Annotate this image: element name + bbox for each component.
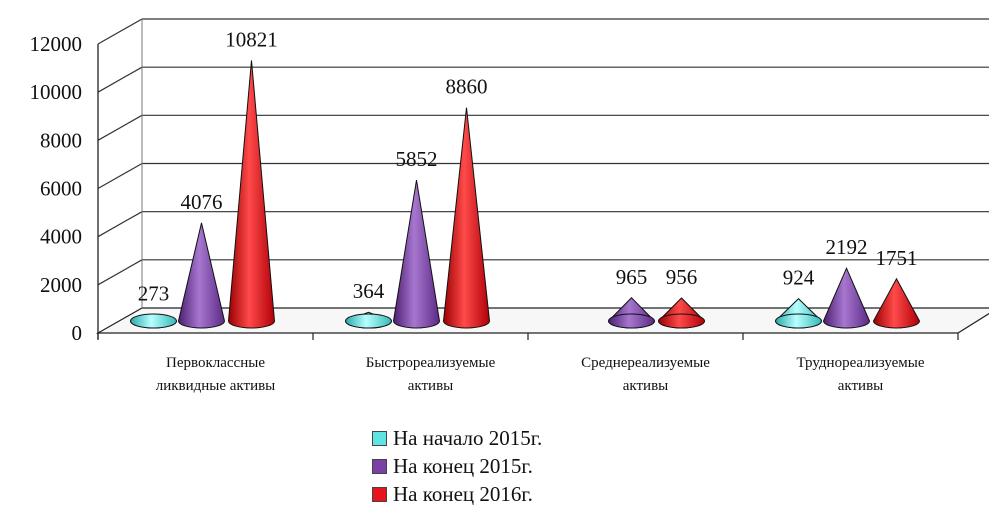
data-label: 273: [138, 281, 170, 305]
legend-entry: На конец 2016г.: [372, 480, 542, 508]
x-category-label: Среднереализуемые: [581, 355, 710, 371]
data-label: 924: [783, 266, 815, 290]
gridline-side: [97, 259, 143, 286]
cone-base: [608, 313, 655, 329]
gridline-side: [97, 114, 143, 141]
data-label: 1751: [876, 246, 918, 270]
cone-mark: [177, 222, 226, 329]
cone-base: [345, 313, 392, 329]
x-category-label: активы: [623, 378, 669, 394]
y-tick-label: 6000: [40, 177, 82, 201]
cone-mark: [822, 266, 871, 329]
legend-label: На начало 2015г.: [393, 426, 543, 450]
y-tick-label: 12000: [30, 32, 83, 56]
gridline-side: [97, 211, 143, 238]
x-category-label: Быстрореализуемые: [366, 355, 496, 371]
x-category-label: ликвидные активы: [156, 378, 276, 394]
y-tick-label: 0: [72, 321, 83, 345]
y-tick-label: 4000: [40, 225, 82, 249]
cone-base: [775, 313, 822, 329]
data-label: 8860: [446, 75, 488, 99]
data-label: 965: [616, 265, 648, 289]
data-label: 956: [666, 265, 698, 289]
legend-swatch: [372, 486, 387, 502]
cone-mark: [442, 107, 491, 329]
gridline-side: [97, 66, 143, 93]
y-tick-label: 10000: [30, 80, 83, 104]
cone-mark: [392, 179, 441, 329]
cone-chart: 0 2000 4000 6000 8000 10000 12000 273 364 924 407…: [30, 18, 989, 394]
data-label: 4076: [181, 190, 223, 214]
gridline-side: [97, 18, 143, 45]
gridline-side: [97, 162, 143, 190]
legend-swatch: [372, 430, 387, 446]
cone-base: [130, 313, 177, 329]
x-category-label: Первоклассные: [166, 355, 265, 371]
legend-entry: На начало 2015г.: [372, 424, 542, 452]
floor: [95, 307, 989, 334]
legend-entry: На конец 2015г.: [372, 452, 542, 480]
legend-label: На конец 2015г.: [393, 454, 533, 478]
data-label: 10821: [225, 27, 278, 51]
legend-label: На конец 2016г.: [393, 482, 533, 506]
x-category-label: активы: [408, 378, 454, 394]
cone-mark: [872, 277, 921, 329]
x-category-label: активы: [838, 378, 884, 394]
cone-mark: [227, 60, 276, 329]
data-label: 364: [353, 279, 385, 303]
data-label: 2192: [826, 235, 868, 259]
y-tick-label: 8000: [40, 128, 82, 152]
cone-base: [658, 313, 705, 329]
x-category-label: Труднореализуемые: [796, 355, 924, 371]
legend-swatch: [372, 458, 387, 474]
legend: На начало 2015г. На конец 2015г. На конец …: [372, 424, 542, 508]
y-tick-label: 2000: [40, 273, 82, 297]
data-label: 5852: [396, 147, 438, 171]
